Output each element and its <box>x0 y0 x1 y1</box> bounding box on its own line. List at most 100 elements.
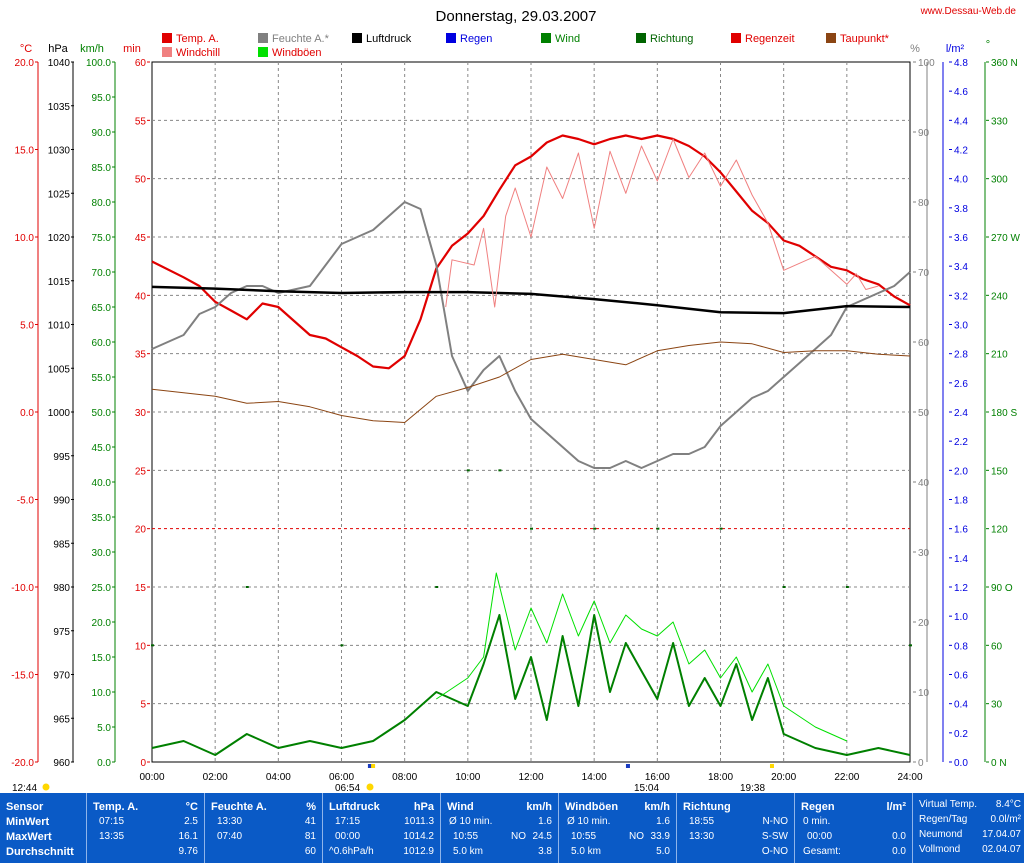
stats-humidity-min: 41 <box>304 816 316 827</box>
time-tick: 08:00 <box>392 772 417 783</box>
legend-label: Regenzeit <box>745 33 795 45</box>
stats-direction-col: Richtung 18:55 N-NO 13:30 S-SW O-NO <box>677 793 795 863</box>
pressure-tick: 995 <box>53 452 70 463</box>
stats-rain-duration: 0 min. <box>803 816 831 827</box>
rain-tick: 2.8 <box>954 350 968 361</box>
stats-pressure-min: 1011.3 <box>404 816 434 827</box>
legend-label: Wind <box>555 33 580 45</box>
stats-rain-header: Regen <box>801 801 835 813</box>
direction-point <box>656 527 660 530</box>
axes: 20.015.010.05.00.0-5.0-10.0-15.0-20.0104… <box>11 58 1020 783</box>
axis-unit-wind: km/h <box>80 43 104 55</box>
virtual-temp-label: Virtual Temp. <box>919 799 977 810</box>
pressure-tick: 965 <box>53 714 70 725</box>
direction-tick: 300 <box>991 175 1008 186</box>
stats-gust-max-dir: NO <box>629 831 644 842</box>
temp-tick: 10.0 <box>15 233 35 244</box>
stats-direction-header: Richtung <box>683 801 731 813</box>
pressure-tick: 1010 <box>48 321 71 332</box>
temp-tick: -5.0 <box>17 496 35 507</box>
direction-tick: 210 <box>991 350 1008 361</box>
legend-swatch <box>258 47 268 57</box>
pressure-tick: 980 <box>53 583 70 594</box>
stats-rain-total: 0.0 <box>892 846 906 857</box>
pressure-tick: 1005 <box>48 364 71 375</box>
direction-tick: 30 <box>991 700 1003 711</box>
pressure-tick: 1030 <box>48 146 71 157</box>
wind-tick: 85.0 <box>92 163 112 174</box>
legend-label: Windböen <box>272 47 322 59</box>
plot-area <box>151 61 911 763</box>
pressure-tick: 1040 <box>48 58 71 69</box>
sunset-label: 19:38 <box>740 783 765 793</box>
stats-wind-max-dir: NO <box>511 831 526 842</box>
minutes-tick: 5 <box>140 700 146 711</box>
legend-label: Windchill <box>176 47 220 59</box>
new-moon-value: 17.04.07 <box>982 829 1021 840</box>
stats-direction-max-time: 13:30 <box>689 831 715 842</box>
direction-point <box>719 527 723 530</box>
direction-point <box>782 586 786 588</box>
stats-humidity-col: Feuchte A.% 13:30 41 07:40 81 60 <box>205 793 323 863</box>
axis-unit-minutes: min <box>123 43 141 55</box>
wind-tick: 30.0 <box>92 548 112 559</box>
stats-humidity-max: 81 <box>304 831 316 842</box>
wind-tick: 5.0 <box>97 723 111 734</box>
time-tick: 16:00 <box>645 772 670 783</box>
rain-tick: 3.6 <box>954 233 968 244</box>
virtual-temp-value: 8.4°C <box>995 799 1021 810</box>
stats-pressure-max-time: 00:00 <box>335 831 361 842</box>
weather-chart: Donnerstag, 29.03.2007 www.Dessau-Web.de… <box>11 6 1021 793</box>
minutes-tick: 55 <box>135 116 147 127</box>
stats-avg-label: Durchschnitt <box>6 846 74 858</box>
site-link[interactable]: www.Dessau-Web.de <box>920 6 1017 17</box>
stats-temp-col: Temp. A. °C 07:15 2.5 13:35 16.1 9.76 <box>87 793 205 863</box>
pressure-tick: 1000 <box>48 408 71 419</box>
wind-tick: 70.0 <box>92 268 112 279</box>
sun-icon <box>42 783 50 791</box>
wind-tick: 10.0 <box>92 688 112 699</box>
pressure-tick: 990 <box>53 496 70 507</box>
stats-wind-unit: km/h <box>526 801 552 813</box>
stats-gust-min-label: Ø 10 min. <box>567 816 611 827</box>
stats-temp-header: Temp. A. <box>93 801 139 813</box>
humidity-tick: 60 <box>918 338 930 349</box>
wind-tick: 80.0 <box>92 198 112 209</box>
stats-sensor-header: Sensor <box>6 801 44 813</box>
direction-point <box>530 527 533 530</box>
series <box>151 134 912 756</box>
stats-pressure-max: 1014.2 <box>403 831 434 842</box>
direction-point <box>909 644 912 647</box>
legend-swatch <box>446 33 456 43</box>
minutes-tick: 35 <box>135 350 147 361</box>
stats-humidity-unit: % <box>306 801 316 813</box>
stats-humidity-min-time: 13:30 <box>217 816 243 827</box>
stats-gust-avg: 5.0 <box>656 846 670 857</box>
stats-wind-max: 24.5 <box>532 831 552 842</box>
temp-tick: -20.0 <box>11 758 34 769</box>
stats-pressure-col: Luftdruck hPa 17:15 1011.3 00:00 1014.2 ^0.… <box>323 793 441 863</box>
stats-wind-distance: 5.0 km <box>453 846 484 857</box>
series-line <box>151 341 911 423</box>
direction-point <box>845 586 849 588</box>
direction-point <box>245 586 249 588</box>
direction-point <box>435 586 439 588</box>
minutes-tick: 20 <box>135 525 147 536</box>
wind-tick: 20.0 <box>92 618 112 629</box>
stats-humidity-max-time: 07:40 <box>217 831 243 842</box>
axis-unit-temp: °C <box>20 43 32 55</box>
rain-tick: 0.0 <box>954 758 968 769</box>
wind-tick: 60.0 <box>92 338 112 349</box>
legend-label: Richtung <box>650 33 693 45</box>
wind-tick: 0.0 <box>97 758 111 769</box>
legend-swatch <box>162 47 172 57</box>
series-line <box>151 614 911 756</box>
new-moon-label: Neumond <box>919 829 963 840</box>
wind-tick: 40.0 <box>92 478 112 489</box>
pressure-tick: 1020 <box>48 233 71 244</box>
humidity-tick: 90 <box>918 128 930 139</box>
rain-tick: 3.0 <box>954 321 968 332</box>
minutes-tick: 15 <box>135 583 147 594</box>
direction-tick: 150 <box>991 466 1008 477</box>
sunrise-label: 06:54 <box>335 783 360 793</box>
